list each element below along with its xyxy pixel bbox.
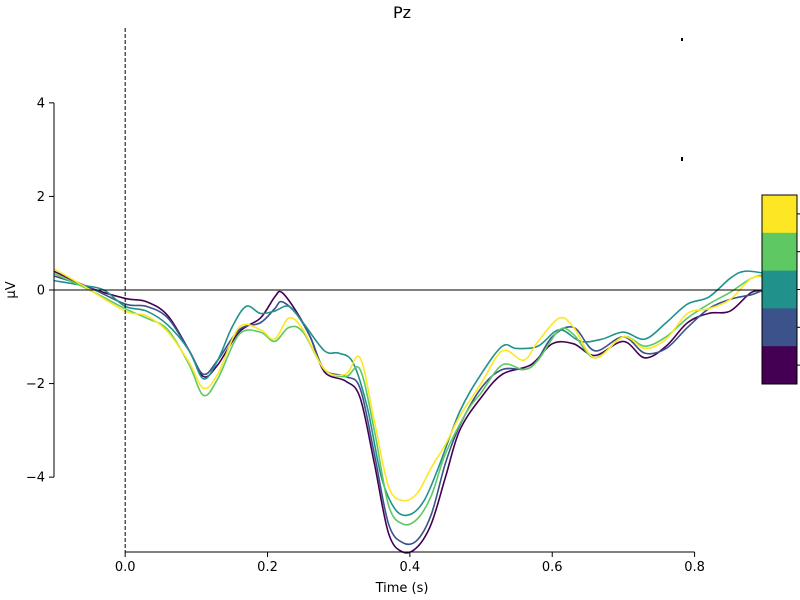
erp-traces bbox=[53, 268, 781, 554]
erp-trace-2 bbox=[53, 275, 781, 546]
y-axis-label: µV bbox=[4, 281, 19, 298]
y-tick-label: 2 bbox=[37, 190, 45, 205]
colorbar bbox=[761, 194, 800, 385]
erp-trace-3 bbox=[53, 270, 781, 517]
y-tick-label: −4 bbox=[26, 471, 45, 486]
erp-trace-5 bbox=[53, 268, 781, 502]
marker-dot-mid bbox=[681, 157, 683, 161]
x-axis-label: Time (s) bbox=[375, 581, 429, 596]
colorbar-frame bbox=[761, 194, 798, 385]
y-axis-ticks: −4 −2 0 2 4 bbox=[26, 96, 54, 486]
colorbar-segment-1 bbox=[762, 195, 797, 234]
x-tick-label: 0.6 bbox=[542, 560, 563, 575]
marker-dot-top bbox=[681, 38, 683, 41]
y-tick-label: 4 bbox=[37, 96, 45, 111]
x-axis-ticks: 0.0 0.2 0.4 0.6 0.8 bbox=[115, 552, 705, 575]
y-tick-label: 0 bbox=[37, 284, 45, 299]
colorbar-segment-5 bbox=[762, 346, 797, 385]
colorbar-segment-2 bbox=[762, 232, 797, 272]
chart-title: Pz bbox=[393, 3, 411, 22]
erp-trace-4 bbox=[53, 272, 781, 526]
x-tick-label: 0.2 bbox=[257, 560, 278, 575]
x-tick-label: 0.4 bbox=[400, 560, 421, 575]
x-tick-label: 0.0 bbox=[115, 560, 136, 575]
x-tick-label: 0.8 bbox=[684, 560, 705, 575]
y-tick-label: −2 bbox=[26, 377, 45, 392]
colorbar-segment-3 bbox=[762, 270, 797, 309]
colorbar-segment-4 bbox=[762, 308, 797, 347]
